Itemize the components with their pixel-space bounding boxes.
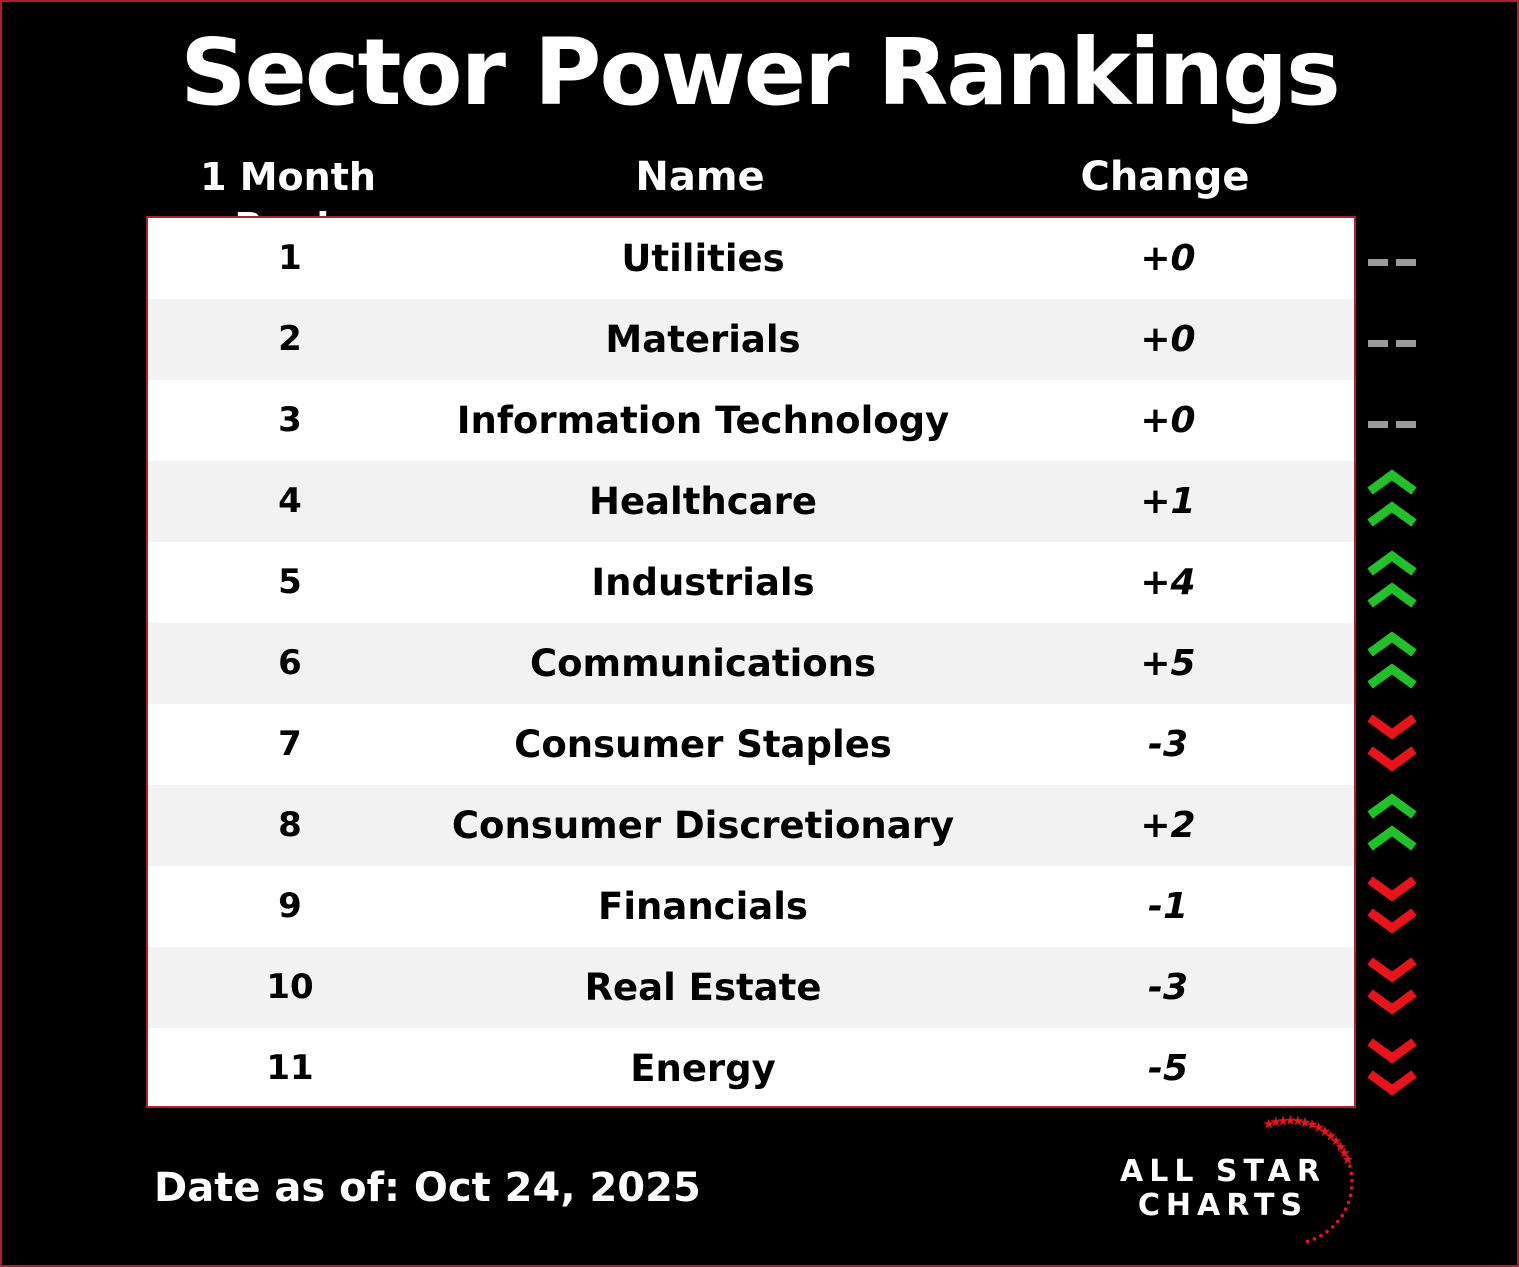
sector-name-cell: Utilities bbox=[621, 237, 785, 280]
svg-text:★: ★ bbox=[1284, 1113, 1297, 1129]
double-chevron-down-icon bbox=[1360, 1028, 1424, 1109]
table-row: 8 Consumer Discretionary +2 bbox=[148, 785, 1354, 866]
header-name: Name bbox=[635, 154, 765, 200]
rank-cell: 8 bbox=[278, 805, 302, 845]
table-row: 5 Industrials +4 bbox=[148, 542, 1354, 623]
table-row: 9 Financials -1 bbox=[148, 866, 1354, 947]
table-row: 2 Materials +0 bbox=[148, 299, 1354, 380]
svg-text:★: ★ bbox=[1306, 1117, 1319, 1133]
table-row: 1 Utilities +0 bbox=[148, 218, 1354, 299]
no-change-dash-icon bbox=[1360, 380, 1424, 461]
rank-cell: 4 bbox=[278, 481, 302, 521]
rank-cell: 3 bbox=[278, 400, 302, 440]
svg-text:★: ★ bbox=[1291, 1113, 1304, 1129]
sector-name-cell: Energy bbox=[630, 1047, 776, 1090]
double-chevron-up-icon bbox=[1360, 623, 1424, 704]
change-cell: +2 bbox=[1140, 805, 1196, 846]
rank-cell: 6 bbox=[278, 643, 302, 683]
sector-name-cell: Healthcare bbox=[589, 480, 817, 523]
change-cell: +5 bbox=[1140, 643, 1196, 684]
logo-line2: CHARTS bbox=[1137, 1188, 1309, 1223]
svg-text:★: ★ bbox=[1299, 1115, 1312, 1131]
double-chevron-down-icon bbox=[1360, 704, 1424, 785]
rankings-table: 1 Utilities +0 2 Materials +0 3 Information Tec… bbox=[146, 216, 1356, 1108]
double-chevron-down-icon bbox=[1360, 947, 1424, 1028]
svg-text:★: ★ bbox=[1334, 1139, 1347, 1155]
change-cell: +0 bbox=[1140, 238, 1196, 279]
sector-name-cell: Communications bbox=[529, 642, 877, 685]
header-change: Change bbox=[1080, 154, 1250, 200]
svg-text:★: ★ bbox=[1341, 1152, 1354, 1168]
double-chevron-down-icon bbox=[1360, 866, 1424, 947]
table-row: 6 Communications +5 bbox=[148, 623, 1354, 704]
date-as-of: Date as of: Oct 24, 2025 bbox=[154, 1165, 701, 1211]
sector-name-cell: Industrials bbox=[591, 561, 815, 604]
sector-name-cell: Consumer Discretionary bbox=[451, 804, 955, 847]
change-cell: -3 bbox=[1148, 724, 1188, 765]
double-chevron-up-icon bbox=[1360, 542, 1424, 623]
change-cell: -3 bbox=[1148, 967, 1188, 1008]
change-cell: +1 bbox=[1140, 481, 1196, 522]
sector-name-cell: Financials bbox=[598, 885, 808, 928]
all-star-charts-logo: ★ ★ ★ ★ ★ ★ ★ ★ ★ ★ ★ ★ ★ ★ ALL STAR CHARTS bbox=[1118, 1112, 1368, 1252]
svg-text:★: ★ bbox=[1325, 1128, 1338, 1144]
rank-cell: 2 bbox=[278, 319, 302, 359]
rank-cell: 7 bbox=[278, 724, 302, 764]
double-chevron-up-icon bbox=[1360, 785, 1424, 866]
table-row: 11 Energy -5 bbox=[148, 1028, 1354, 1109]
change-cell: -5 bbox=[1148, 1048, 1188, 1089]
change-cell: +4 bbox=[1140, 562, 1196, 603]
sector-name-cell: Real Estate bbox=[584, 966, 822, 1009]
table-row: 4 Healthcare +1 bbox=[148, 461, 1354, 542]
svg-text:★: ★ bbox=[1338, 1146, 1351, 1162]
change-cell: -1 bbox=[1148, 886, 1188, 927]
sector-name-cell: Materials bbox=[605, 318, 801, 361]
change-cell: +0 bbox=[1140, 319, 1196, 360]
sector-name-cell: Information Technology bbox=[456, 399, 950, 442]
svg-text:★: ★ bbox=[1270, 1115, 1283, 1131]
svg-text:★: ★ bbox=[1319, 1124, 1332, 1140]
table-row: 10 Real Estate -3 bbox=[148, 947, 1354, 1028]
table-row: 7 Consumer Staples -3 bbox=[148, 704, 1354, 785]
double-chevron-up-icon bbox=[1360, 461, 1424, 542]
no-change-dash-icon bbox=[1360, 299, 1424, 380]
svg-text:★: ★ bbox=[1263, 1117, 1276, 1133]
logo-star-ring-icon: ★★★★★★★★★★★★★★ bbox=[1263, 1113, 1354, 1244]
svg-text:★: ★ bbox=[1330, 1134, 1343, 1150]
rank-cell: 9 bbox=[278, 886, 302, 926]
svg-text:★: ★ bbox=[1312, 1120, 1325, 1136]
rank-cell: 1 bbox=[278, 238, 302, 278]
change-cell: +0 bbox=[1140, 400, 1196, 441]
sector-name-cell: Consumer Staples bbox=[514, 723, 892, 766]
svg-text:★: ★ bbox=[1277, 1113, 1290, 1129]
rank-cell: 10 bbox=[266, 967, 314, 1007]
rank-cell: 11 bbox=[266, 1048, 314, 1088]
table-row: 3 Information Technology +0 bbox=[148, 380, 1354, 461]
page-title: Sector Power Rankings bbox=[180, 19, 1340, 126]
rank-cell: 5 bbox=[278, 562, 302, 602]
no-change-dash-icon bbox=[1360, 218, 1424, 299]
logo-line1: ALL STAR bbox=[1120, 1154, 1326, 1189]
